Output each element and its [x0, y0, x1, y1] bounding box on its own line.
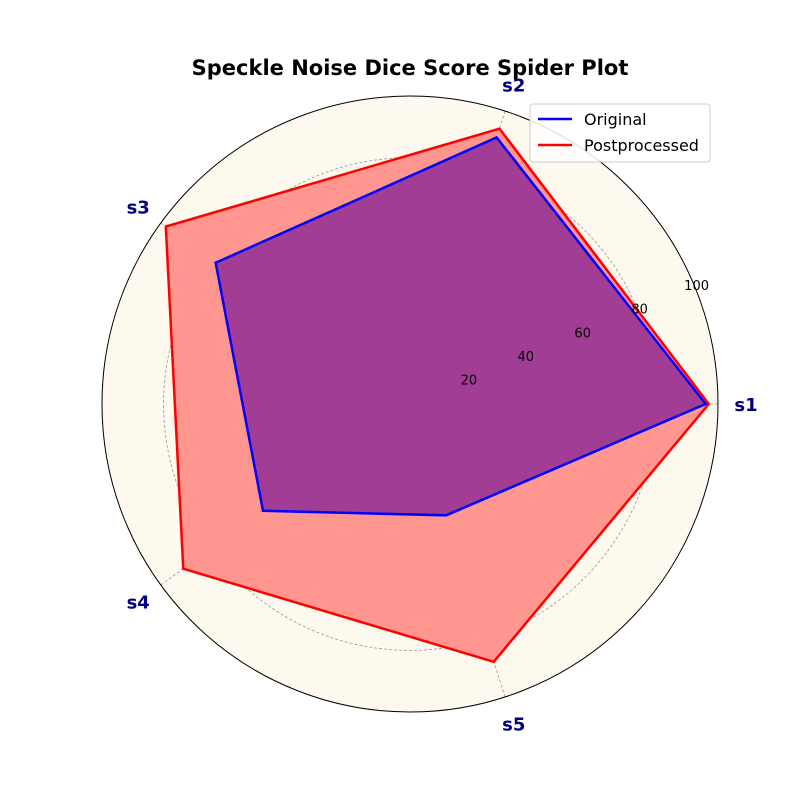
plot-area: 20 40 60 80 100 s1 s2 s3 s4 s5 — [101, 75, 758, 736]
category-label-s5: s5 — [502, 715, 525, 736]
category-label-s4: s4 — [127, 593, 150, 614]
radial-tick-20: 20 — [461, 373, 478, 388]
radial-tick-60: 60 — [574, 326, 591, 341]
plot-frame — [101, 95, 719, 713]
category-label-s3: s3 — [127, 198, 150, 219]
legend: Original Postprocessed — [529, 103, 711, 163]
series-line-postprocessed — [164, 127, 711, 664]
radial-tick-100: 100 — [684, 279, 709, 294]
radial-tick-40: 40 — [518, 350, 535, 365]
series-fill-original — [215, 137, 706, 516]
category-label-s1: s1 — [734, 395, 757, 416]
radial-tick-80: 80 — [631, 303, 648, 318]
legend-label-postprocessed: Postprocessed — [584, 136, 699, 155]
category-label-s2: s2 — [502, 75, 525, 96]
legend-frame — [529, 103, 711, 163]
legend-label-original: Original — [584, 110, 647, 129]
chart-title: Speckle Noise Dice Score Spider Plot — [192, 56, 629, 80]
series-line-original — [214, 135, 708, 517]
